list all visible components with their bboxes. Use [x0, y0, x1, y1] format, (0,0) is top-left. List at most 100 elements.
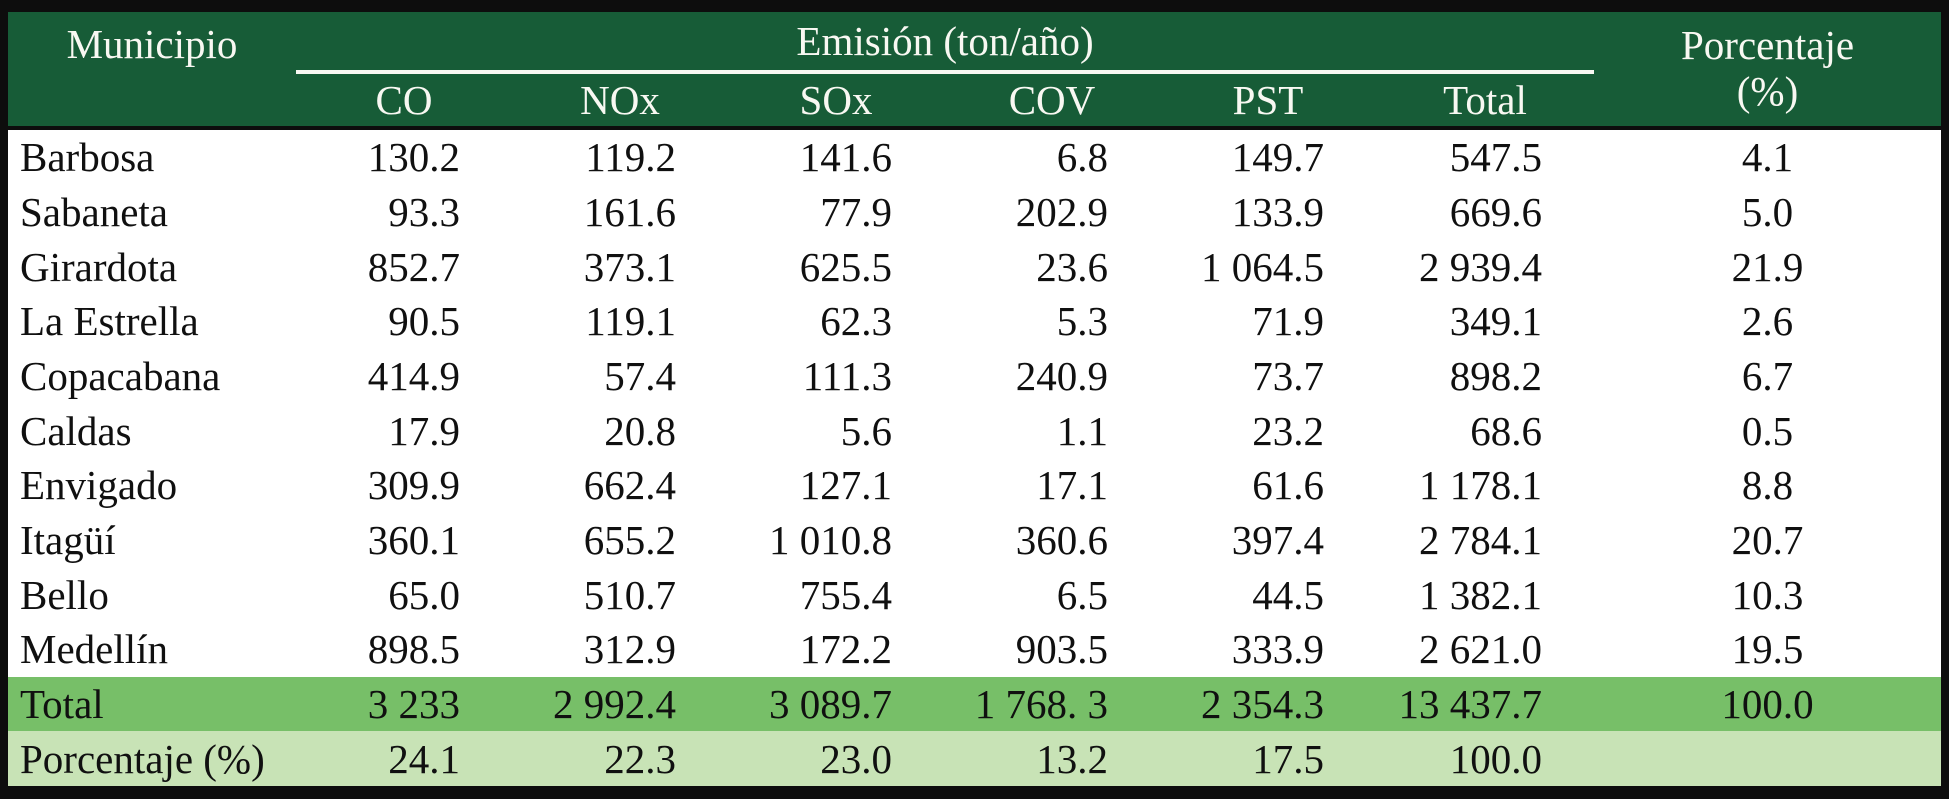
cell-emission-value: 373.1 [583, 243, 676, 290]
cell-emission-value: 2 784.1 [1419, 516, 1543, 563]
cell-emission-value: 898.2 [1449, 352, 1543, 399]
table-row: Copacabana 414.9 57.4 111.3 240.9 73.7 898.2 6.… [8, 349, 1941, 404]
header-col-co: CO [296, 72, 512, 128]
header-col-nox: NOx [512, 72, 728, 128]
cell-emission-value: 397.4 [1231, 516, 1324, 563]
cell-emission-value: 333.9 [1231, 626, 1324, 673]
table-body: Barbosa 130.2 119.2 141.6 6.8 149.7 547.5 4.1 Sa… [8, 126, 1941, 786]
table-header: Municipio Emisión (ton/año) Porcentaje (… [8, 12, 1941, 128]
cell-emission-value: 1 178.1 [1419, 462, 1543, 509]
cell-emission-value: 6.5 [1056, 571, 1108, 618]
cell-emission-value: 312.9 [583, 626, 676, 673]
cell-emission-value: 24.1 [296, 731, 512, 786]
cell-emission-value: 130.2 [296, 126, 512, 185]
cell-emission-value: 898.5 [367, 626, 460, 673]
table-row: Medellín 898.5 312.9 172.2 903.5 333.9 2 621.0… [8, 622, 1941, 677]
cell-porcentaje-value: 19.5 [1731, 626, 1804, 673]
cell-row-label: Porcentaje (%) [8, 731, 296, 786]
cell-emission-value: 77.9 [820, 189, 892, 236]
cell-emission-value: 755.4 [799, 571, 892, 618]
cell-row-label: Bello [20, 571, 109, 618]
cell-emission-value: 65.0 [388, 571, 460, 618]
cell-emission-value: 111.3 [802, 352, 892, 399]
emissions-table: Municipio Emisión (ton/año) Porcentaje (… [8, 12, 1941, 786]
cell-emission-value: 6.8 [944, 126, 1160, 185]
cell-emission-value: 240.9 [1015, 352, 1108, 399]
cell-emission-value: 662.4 [583, 462, 676, 509]
cell-porcentaje-value: 100.0 [1594, 676, 1941, 732]
header-row-top: Municipio Emisión (ton/año) Porcentaje (… [8, 12, 1941, 128]
cell-emission-value: 23.0 [728, 731, 944, 786]
cell-row-label: Itagüí [20, 516, 116, 563]
cell-emission-value: 5.3 [1056, 298, 1108, 345]
cell-emission-value: 3 089.7 [728, 676, 944, 732]
cell-emission-value: 23.6 [1036, 243, 1108, 290]
cell-emission-value: 161.6 [583, 189, 676, 236]
cell-row-label: Girardota [20, 243, 178, 290]
cell-emission-value: 510.7 [583, 571, 676, 618]
table-row-porcentaje: Porcentaje (%) 24.1 22.3 23.0 13.2 17.5 100.0 [8, 731, 1941, 786]
cell-emission-value: 1 382.1 [1419, 571, 1543, 618]
cell-emission-value: 68.6 [1470, 407, 1543, 454]
cell-emission-value: 5.6 [840, 407, 892, 454]
header-col-total: Total [1376, 72, 1595, 128]
cell-porcentaje-value [1594, 731, 1941, 786]
cell-row-label: Barbosa [8, 126, 296, 185]
cell-emission-value: 23.2 [1252, 407, 1324, 454]
cell-emission-value: 309.9 [367, 462, 460, 509]
cell-porcentaje-value: 4.1 [1594, 126, 1941, 185]
cell-emission-value: 17.5 [1160, 731, 1376, 786]
cell-emission-value: 1 010.8 [769, 516, 892, 563]
header-row-sub: CO NOx SOx COV PST Total [8, 72, 1941, 128]
cell-emission-value: 127.1 [799, 462, 892, 509]
cell-porcentaje-value: 2.6 [1741, 298, 1794, 345]
header-col-pst: PST [1160, 72, 1376, 128]
header-municipio: Municipio [8, 12, 296, 128]
header-col-sox: SOx [728, 72, 944, 128]
cell-row-label: Total [8, 676, 296, 732]
cell-emission-value: 141.6 [728, 126, 944, 185]
cell-emission-value: 90.5 [388, 298, 460, 345]
cell-emission-value: 17.1 [1036, 462, 1108, 509]
table-row: Envigado 309.9 662.4 127.1 17.1 61.6 1 178.1 8.… [8, 458, 1941, 513]
cell-emission-value: 2 621.0 [1419, 626, 1543, 673]
header-col-cov: COV [944, 72, 1160, 128]
cell-emission-value: 903.5 [1015, 626, 1108, 673]
cell-emission-value: 2 939.4 [1419, 243, 1543, 290]
cell-emission-value: 13 437.7 [1376, 676, 1595, 732]
cell-emission-value: 2 354.3 [1160, 676, 1376, 732]
cell-emission-value: 1.1 [1056, 407, 1108, 454]
cell-emission-value: 22.3 [512, 731, 728, 786]
cell-row-label: Medellín [20, 626, 169, 673]
cell-emission-value: 20.8 [604, 407, 676, 454]
cell-emission-value: 119.2 [512, 126, 728, 185]
cell-emission-value: 73.7 [1252, 352, 1324, 399]
cell-porcentaje-value: 10.3 [1731, 571, 1804, 618]
cell-row-label: Copacabana [20, 352, 221, 399]
cell-emission-value: 3 233 [296, 676, 512, 732]
table-row: Barbosa 130.2 119.2 141.6 6.8 149.7 547.5 4.1 [8, 126, 1941, 185]
cell-emission-value: 149.7 [1160, 126, 1376, 185]
table-row: Itagüí 360.1 655.2 1 010.8 360.6 397.4 2 784.1… [8, 513, 1941, 568]
table-row: Bello 65.0 510.7 755.4 6.5 44.5 1 382.1 10.3 [8, 567, 1941, 622]
header-porcentaje-line2: (%) [1736, 68, 1799, 114]
cell-emission-value: 1 768. 3 [944, 676, 1160, 732]
cell-emission-value: 360.6 [1015, 516, 1108, 563]
cell-emission-value: 852.7 [367, 243, 460, 290]
cell-emission-value: 360.1 [367, 516, 460, 563]
cell-emission-value: 133.9 [1231, 189, 1324, 236]
cell-emission-value: 100.0 [1376, 731, 1595, 786]
cell-emission-value: 547.5 [1376, 126, 1595, 185]
cell-porcentaje-value: 5.0 [1741, 189, 1794, 236]
cell-emission-value: 44.5 [1252, 571, 1324, 618]
cell-emission-value: 93.3 [388, 189, 460, 236]
header-emision-group: Emisión (ton/año) [296, 12, 1595, 74]
table-row: Girardota 852.7 373.1 625.5 23.6 1 064.5 2 939… [8, 239, 1941, 294]
cell-emission-value: 62.3 [820, 298, 892, 345]
cell-porcentaje-value: 21.9 [1731, 243, 1804, 290]
cell-emission-value: 2 992.4 [512, 676, 728, 732]
cell-emission-value: 119.1 [585, 298, 676, 345]
cell-row-label: Sabaneta [20, 189, 168, 236]
header-porcentaje: Porcentaje (%) [1594, 12, 1941, 128]
